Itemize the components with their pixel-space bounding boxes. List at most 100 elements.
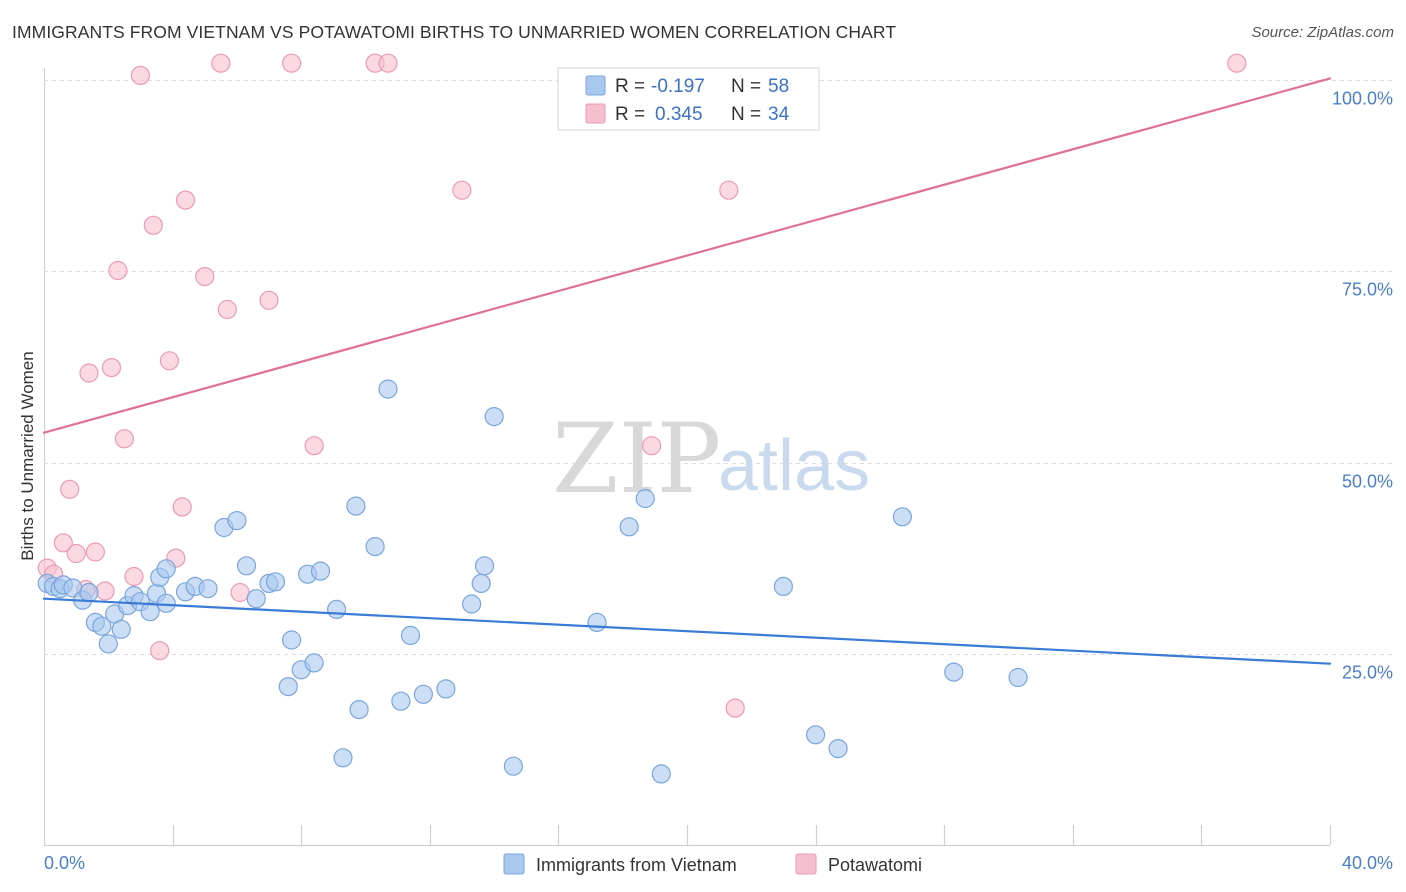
potawatomi-point: [143, 215, 163, 235]
legend-n-value-potawatomi: 34: [768, 104, 790, 125]
vietnam-point: [79, 582, 99, 603]
potawatomi-point: [304, 436, 324, 456]
vietnam-point: [282, 630, 302, 650]
legend-swatch-vietnam: [585, 75, 606, 96]
vietnam-point: [333, 748, 353, 768]
bottom-legend-swatch-vietnam: [503, 853, 525, 875]
vietnam-point: [1008, 667, 1028, 688]
vietnam-point: [619, 517, 639, 537]
vietnam-point: [828, 738, 848, 759]
legend-r-value-potawatomi: 0.345: [655, 104, 703, 125]
vietnam-point: [651, 764, 671, 784]
legend-n-value-vietnam: 58: [768, 76, 789, 97]
vietnam-point: [310, 561, 331, 581]
potawatomi-point: [101, 358, 122, 378]
y-tick-label: 50.0%: [1342, 472, 1393, 492]
vietnam-point: [236, 556, 257, 576]
vietnam-point: [156, 593, 176, 613]
legend-r-value-vietnam: -0.197: [651, 76, 705, 97]
vietnam-point: [98, 634, 118, 654]
vietnam-point: [474, 556, 495, 576]
potawatomi-point: [719, 180, 739, 200]
vietnam-point: [327, 599, 347, 620]
vietnam-point: [413, 684, 433, 704]
potawatomi-point: [172, 497, 192, 517]
vietnam-point: [805, 725, 826, 745]
potawatomi-points: [37, 53, 1247, 718]
potawatomi-point: [230, 582, 250, 603]
y-axis-title: Births to Unmarried Women: [18, 351, 37, 560]
chart-title: IMMIGRANTS FROM VIETNAM VS POTAWATOMI BI…: [12, 22, 897, 42]
bottom-legend-swatch-potawatomi: [795, 853, 817, 875]
vietnam-point: [140, 602, 160, 622]
legend-r-label-vietnam: R =: [615, 76, 645, 97]
vietnam-point: [246, 589, 266, 609]
potawatomi-point: [195, 267, 215, 287]
vietnam-point: [265, 572, 286, 592]
axes: [43, 68, 1330, 847]
potawatomi-point: [452, 180, 472, 200]
potawatomi-point: [95, 581, 115, 601]
vietnam-point: [346, 496, 366, 516]
vietnam-trend-line: [42, 597, 1332, 665]
potawatomi-point: [259, 290, 279, 310]
vietnam-points: [37, 379, 1028, 784]
potawatomi-point: [175, 190, 196, 210]
watermark-atlas: atlas: [718, 426, 870, 506]
y-tick-label: 75.0%: [1342, 280, 1393, 300]
potawatomi-point: [108, 260, 128, 281]
potawatomi-point: [114, 429, 135, 449]
potawatomi-point: [60, 479, 80, 499]
bottom-legend-label-vietnam: Immigrants from Vietnam: [536, 855, 737, 875]
potawatomi-trend-line: [42, 77, 1332, 434]
vietnam-point: [436, 679, 456, 699]
source-credit: Source: ZipAtlas.com: [1251, 24, 1394, 41]
vietnam-point: [400, 625, 421, 646]
trend-lines: [42, 77, 1332, 665]
legend-r-label-potawatomi: R =: [615, 104, 645, 125]
y-tick-label: 100.0%: [1332, 89, 1393, 109]
correlation-legend: R = -0.197 N = 58 R = 0.345 N = 34: [557, 67, 820, 131]
potawatomi-point: [1227, 53, 1247, 73]
series-legend: Immigrants from Vietnam Potawatomi: [503, 853, 922, 875]
potawatomi-point: [85, 542, 106, 562]
potawatomi-point: [641, 436, 662, 456]
vietnam-point: [471, 573, 491, 594]
x-ticks: [172, 825, 1332, 845]
x-tick-label-min: 0.0%: [44, 853, 85, 873]
potawatomi-point: [211, 53, 231, 73]
vietnam-point: [156, 559, 176, 579]
potawatomi-point: [150, 641, 170, 661]
vietnam-point: [391, 691, 411, 711]
vietnam-point: [892, 507, 913, 527]
vietnam-point: [944, 662, 964, 682]
y-tick-label: 25.0%: [1342, 663, 1393, 683]
vietnam-point: [773, 576, 794, 597]
potawatomi-point: [66, 543, 86, 564]
vietnam-point: [198, 579, 218, 599]
x-tick-label-max: 40.0%: [1342, 853, 1393, 873]
vietnam-point: [587, 612, 607, 633]
vietnam-point: [111, 619, 131, 639]
potawatomi-point: [53, 533, 73, 553]
potawatomi-point: [124, 566, 144, 587]
legend-swatch-potawatomi: [585, 103, 606, 124]
vietnam-point: [503, 756, 524, 776]
bottom-legend-label-potawatomi: Potawatomi: [828, 855, 922, 875]
vietnam-point: [365, 536, 385, 557]
vietnam-point: [227, 510, 247, 531]
potawatomi-point: [725, 698, 745, 718]
potawatomi-point: [79, 363, 99, 383]
vietnam-point: [349, 699, 369, 720]
potawatomi-point: [130, 65, 150, 86]
potawatomi-point: [159, 351, 179, 371]
legend-n-label-potawatomi: N =: [731, 104, 761, 125]
potawatomi-point: [282, 53, 302, 73]
vietnam-point: [378, 379, 398, 399]
vietnam-point: [635, 488, 655, 509]
y-tick-labels: 25.0% 50.0% 75.0% 100.0%: [1332, 89, 1393, 683]
watermark: ZIP atlas: [552, 403, 870, 515]
vietnam-point: [462, 594, 482, 614]
potawatomi-point: [378, 53, 398, 73]
